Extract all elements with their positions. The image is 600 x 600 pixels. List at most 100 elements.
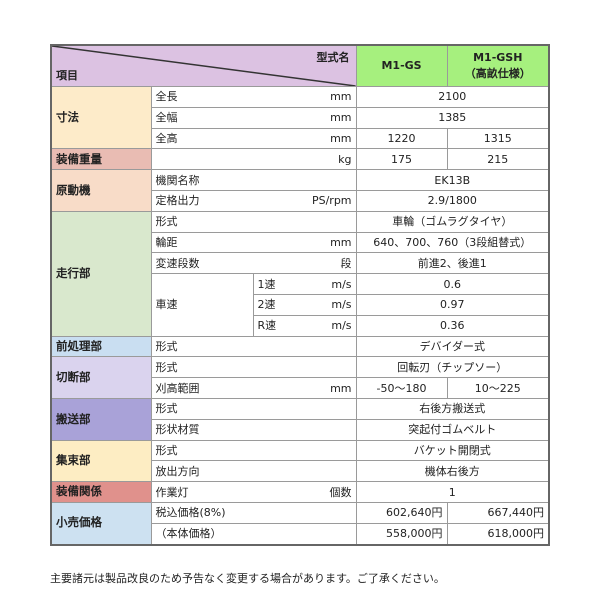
item: 全高 mm [156,133,352,144]
table-row: R速 m/s 0.36 [51,314,550,337]
item-cell: 税込価格(8%) [150,501,357,524]
value-cell: 602,640円 [355,501,448,524]
value-cell: デバイダー式 [355,335,550,358]
value-cell: 1220 [355,127,448,150]
item-cell: 放出方向 [150,460,357,483]
table-row: 装備重量 kg 175 215 [50,148,550,171]
item-label: 形式 [155,215,178,229]
item: 刈高範囲 mm [156,383,352,394]
category-cell: 搬送部 [50,397,152,441]
item: kg [156,152,352,166]
value-cell: EK13B [355,169,550,191]
sub-item: R速 m/s [258,320,352,331]
value-cell: 機体右後方 [355,460,550,483]
unit-label: mm [330,381,352,395]
table-row: 集束部 形式 バケット開閉式 [50,439,550,483]
item-label: 刈高範囲 [155,381,200,395]
table-row: 小売価格 税込価格(8%) 602,640円 667,440円 [50,501,550,546]
value-cell: バケット開閉式 [355,439,550,462]
value-cell: 0.97 [355,293,550,316]
value-cell: 10〜225 [446,377,550,399]
item: 定格出力 PS/rpm [156,195,352,206]
item: 税込価格(8%) [156,507,352,518]
value-cell: 前進2、後進1 [355,252,550,275]
item-label: 機関名称 [155,173,200,187]
value-cell: 175 [355,148,448,171]
item: 形式 [156,362,352,373]
unit-label: mm [330,111,352,125]
header-corner-cell: 型式名 項目 [50,44,357,87]
item-cell: kg [150,148,357,171]
table-row: 変速段数 段前進2、後進1 [51,252,550,275]
disclaimer-note: 主要諸元は製品改良のため予告なく変更する場合があります。ご了承ください。 [50,572,445,585]
item-label: 税込価格(8%) [155,506,226,520]
item: 輪距 mm [156,237,352,248]
item: 変速段数 段 [156,258,352,269]
item-label: 形式 [155,402,178,416]
unit-label: kg [338,152,352,166]
unit-label: m/s [331,277,352,291]
item-label: 全長 [155,90,178,104]
value-cell: 2100 [355,86,550,108]
table-row: 装備関係 作業灯 個数 1 [50,481,550,503]
item-cell: 定格出力 PS/rpm [150,189,357,212]
category-cell: 装備重量 [50,148,152,171]
model-header-m1-gs: M1-GS [355,44,448,87]
category-cell: 原動機 [50,169,152,212]
value-cell: -50〜180 [355,377,448,399]
item-label: 形式 [155,443,178,457]
item-label: 輪距 [155,235,178,249]
sub-item-label: 1速 [257,277,276,291]
value-cell: 突起付ゴムベルト [355,418,550,441]
value-cell: 2.9/1800 [355,189,550,212]
value-cell: 回転刃（チップソー） [355,356,550,379]
item-label: 形式 [155,360,178,374]
category-cell: 切断部 [50,356,152,399]
category-cell: 寸法 [50,85,152,150]
item-cell: 全幅 mm [150,106,357,129]
table-row: 原動機 機関名称 EK13B [50,169,550,212]
item-label: 項目 [56,69,78,82]
value-cell: 0.6 [355,273,550,295]
item-cell: 形式 [150,356,357,379]
table-row: 走行部 形式 車輪（ゴムラグタイヤ） [50,210,550,337]
item-label: （本体価格） [155,527,222,541]
category-cell: 走行部 [50,210,152,337]
category-cell: 前処理部 [50,335,152,358]
item: 全幅 mm [156,112,352,123]
sub-item-cell: R速 m/s [252,314,357,337]
diagonal-divider [52,46,356,86]
item: 形式 [156,216,352,227]
spec-table: 型式名 項目 M1-GS M1-GSH （高畝仕様） 寸法 全長 mm 2100 全幅 m… [50,44,551,546]
value-cell: 右後方搬送式 [355,397,550,420]
item-label: 形状材質 [155,423,200,437]
item: 全長 mm [156,91,352,102]
item-cell: 形式 [150,335,357,358]
unit-label: mm [330,235,352,249]
item-cell: 機関名称 [150,169,357,191]
category-cell: 装備関係 [50,481,152,503]
table-row: 放出方向 機体右後方 [51,460,550,483]
item-cell: 形状材質 [150,418,357,441]
item: 形状材質 [156,424,352,435]
table-row: 形状材質 突起付ゴムベルト [51,418,550,441]
model-name-label: 型式名 [316,51,350,64]
item-label: 定格出力 [155,194,200,208]
sub-item: 1速 m/s [258,279,352,290]
item-label: 全幅 [155,111,178,125]
table-row: （本体価格） 558,000円 618,000円 [51,522,550,546]
category-cell: 集束部 [50,439,152,483]
value-cell: 667,440円 [446,501,550,524]
sub-item: 2速 m/s [258,299,352,310]
item-cell: 刈高範囲 mm [150,377,357,399]
item-label: 作業灯 [155,485,189,499]
item-cell: 形式 [150,397,357,420]
value-cell: 558,000円 [355,522,448,546]
table-row: 寸法 全長 mm 2100 [50,85,550,150]
value-cell: 640、700、760（3段組替式） [355,231,550,254]
value-cell: 車輪（ゴムラグタイヤ） [355,210,550,233]
header-row: 型式名 項目 M1-GS M1-GSH （高畝仕様） [50,44,550,87]
table-row: 切断部 形式 回転刃（チップソー） [50,356,550,399]
sub-item-cell: 1速 m/s [252,273,357,295]
unit-label: PS/rpm [311,194,352,208]
